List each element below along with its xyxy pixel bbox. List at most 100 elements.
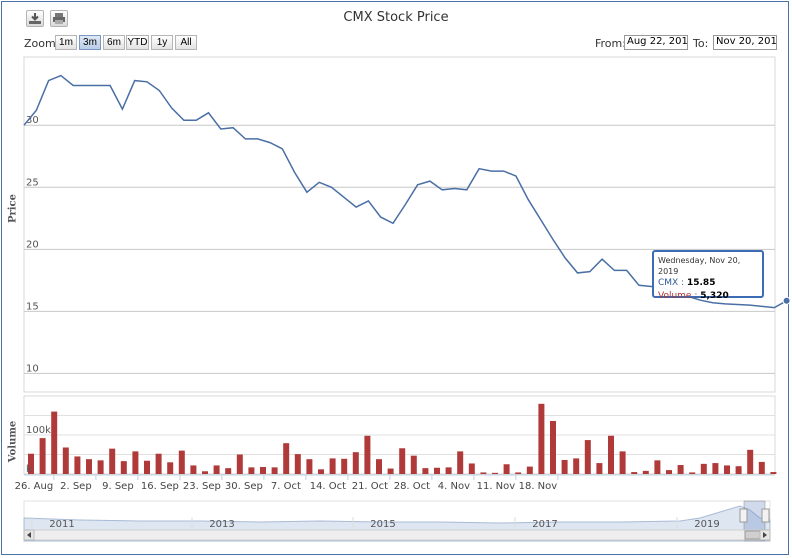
range-button-6m[interactable]: 6m bbox=[103, 35, 125, 50]
volume-bar bbox=[387, 468, 394, 474]
volume-bar bbox=[155, 453, 162, 474]
volume-bar bbox=[28, 453, 34, 474]
volume-tick-label: k bbox=[26, 464, 32, 475]
range-button-ytd[interactable]: YTD bbox=[126, 35, 149, 50]
range-button-all[interactable]: All bbox=[175, 35, 197, 50]
volume-bar bbox=[770, 472, 777, 474]
volume-bar bbox=[596, 463, 603, 474]
volume-bar bbox=[248, 467, 255, 474]
zoom-label: Zoom bbox=[24, 37, 56, 50]
price-plot-area bbox=[23, 56, 776, 393]
volume-bar bbox=[538, 403, 545, 474]
volume-bar bbox=[677, 465, 684, 474]
x-tick-label: 23. Sep bbox=[183, 481, 221, 492]
navigator-scrollbar[interactable] bbox=[23, 529, 771, 541]
volume-bar bbox=[86, 459, 92, 474]
x-tick-label: 30. Sep bbox=[225, 481, 263, 492]
volume-bar bbox=[178, 450, 185, 474]
volume-bar bbox=[712, 463, 719, 474]
volume-bar bbox=[608, 435, 614, 474]
volume-bar bbox=[492, 472, 498, 474]
volume-bar bbox=[283, 443, 290, 474]
volume-bar bbox=[526, 466, 533, 474]
volume-bar bbox=[735, 466, 742, 474]
x-tick-label: 14. Oct bbox=[310, 481, 346, 492]
volume-bar bbox=[376, 459, 382, 474]
volume-bar bbox=[109, 448, 116, 474]
volume-bar bbox=[62, 447, 69, 474]
volume-bar bbox=[619, 451, 626, 474]
download-icon bbox=[29, 13, 41, 24]
print-icon bbox=[53, 13, 65, 24]
volume-bar bbox=[457, 451, 464, 474]
volume-bar bbox=[422, 468, 429, 474]
volume-bar bbox=[573, 458, 580, 474]
x-tick-label: 16. Sep bbox=[141, 481, 179, 492]
price-tick-label: 25 bbox=[26, 177, 39, 188]
to-date-input[interactable]: Nov 20, 2019 bbox=[713, 35, 777, 50]
volume-bar bbox=[352, 452, 359, 474]
x-tick-label: 4. Nov bbox=[438, 481, 470, 492]
volume-bar bbox=[260, 466, 266, 474]
volume-bar bbox=[584, 440, 591, 474]
volume-bar bbox=[758, 461, 765, 474]
volume-bar bbox=[51, 411, 58, 474]
navigator-year-label: 2013 bbox=[209, 519, 234, 530]
navigator-year-label: 2017 bbox=[532, 519, 557, 530]
volume-tick-label: 100k bbox=[26, 425, 51, 436]
volume-bar bbox=[294, 454, 301, 474]
print-button[interactable] bbox=[50, 10, 68, 27]
navigator-right-handle[interactable] bbox=[761, 508, 770, 523]
price-tick-label: 10 bbox=[26, 363, 39, 374]
x-tick-label: 2. Sep bbox=[60, 481, 92, 492]
volume-bar bbox=[190, 465, 197, 474]
navigator-year-label: 2015 bbox=[370, 519, 395, 530]
volume-bar bbox=[271, 467, 278, 474]
navigator-year-label: 2019 bbox=[694, 519, 719, 530]
tooltip-date: Wednesday, Nov 20, 2019 bbox=[658, 256, 741, 276]
download-button[interactable] bbox=[26, 10, 44, 27]
volume-bar bbox=[550, 420, 556, 474]
range-button-1m[interactable]: 1m bbox=[55, 35, 77, 50]
tooltip-volume-label: Volume : bbox=[658, 291, 698, 301]
volume-bar bbox=[700, 463, 707, 474]
volume-bar bbox=[132, 451, 139, 474]
scroll-right-icon bbox=[763, 532, 767, 538]
volume-bar bbox=[213, 465, 220, 474]
volume-bar bbox=[120, 461, 127, 474]
range-button-1y[interactable]: 1y bbox=[151, 35, 173, 50]
volume-bar bbox=[434, 467, 440, 474]
volume-bar bbox=[97, 460, 104, 474]
volume-bar bbox=[144, 460, 150, 474]
price-tick-label: 30 bbox=[26, 115, 39, 126]
from-date-input[interactable]: Aug 22, 2019 bbox=[624, 35, 688, 50]
volume-bar bbox=[724, 465, 730, 474]
hover-point-marker bbox=[782, 296, 791, 305]
tooltip-series-value: 15.85 bbox=[686, 278, 716, 288]
volume-bar bbox=[329, 458, 336, 474]
volume-bar bbox=[689, 472, 696, 474]
volume-bar bbox=[225, 468, 232, 474]
volume-bar bbox=[666, 470, 672, 474]
volume-bar bbox=[74, 456, 81, 474]
to-label: To: bbox=[693, 37, 709, 50]
volume-bar bbox=[306, 459, 313, 474]
volume-bar bbox=[167, 462, 174, 474]
range-button-3m[interactable]: 3m bbox=[79, 35, 101, 50]
volume-bar bbox=[515, 472, 522, 474]
x-tick-label: 11. Nov bbox=[477, 481, 516, 492]
volume-bar bbox=[318, 469, 324, 474]
volume-bar bbox=[445, 467, 452, 474]
volume-bar bbox=[236, 454, 243, 474]
volume-bar bbox=[468, 463, 475, 474]
volume-bar bbox=[561, 459, 568, 474]
scroll-left-icon bbox=[27, 532, 31, 538]
x-tick-label: 21. Oct bbox=[352, 481, 388, 492]
tooltip-volume-value: 5,320 bbox=[700, 291, 729, 301]
volume-bar bbox=[631, 472, 638, 474]
volume-bar bbox=[39, 438, 46, 474]
navigator-left-handle[interactable] bbox=[739, 508, 748, 523]
navigator-year-label: 2011 bbox=[49, 519, 74, 530]
x-tick-label: 18. Nov bbox=[519, 481, 558, 492]
